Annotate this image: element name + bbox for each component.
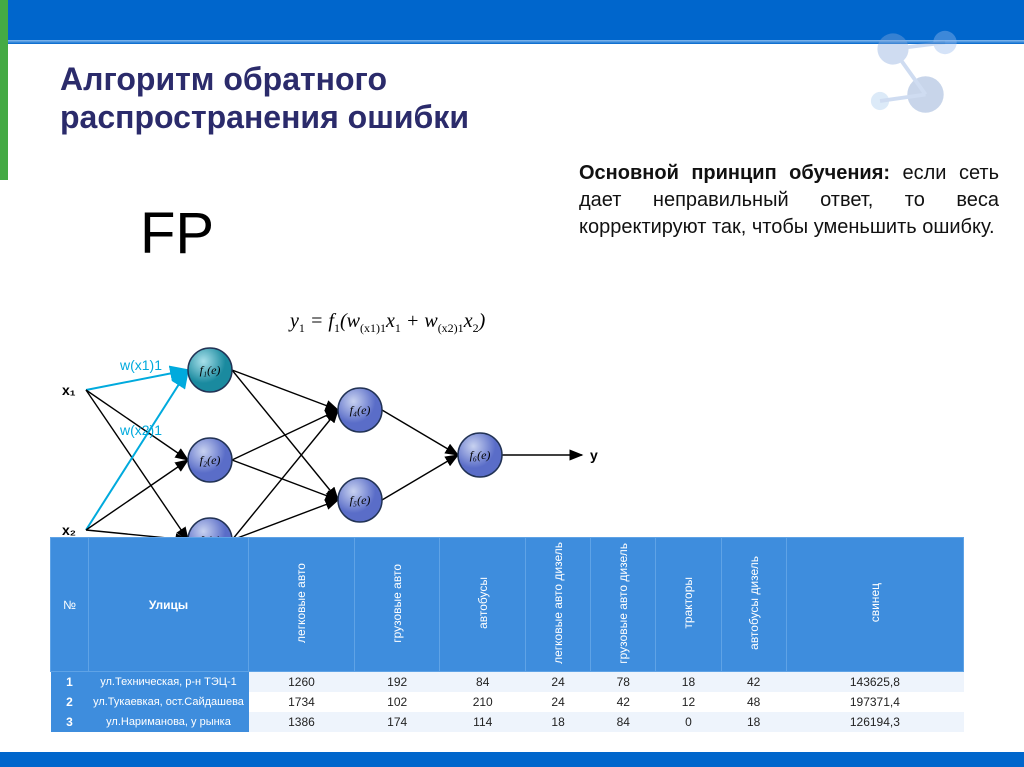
data-cell: 18 — [721, 712, 786, 732]
svg-text:f₅(e): f₅(e) — [350, 493, 371, 507]
description-paragraph: Основной принцип обучения: если сеть дае… — [579, 160, 999, 241]
svg-text:f₂(e): f₂(e) — [200, 453, 221, 467]
description-bold: Основной принцип обучения: — [579, 162, 890, 184]
table-header: легковые авто — [249, 538, 355, 672]
table-header: грузовые авто дизель — [591, 538, 656, 672]
table-header: № — [51, 538, 89, 672]
svg-text:f₁(e): f₁(e) — [200, 363, 221, 377]
fp-label: FP — [140, 200, 214, 267]
table-header: грузовые авто — [354, 538, 440, 672]
table-header: свинец — [786, 538, 963, 672]
accent-green-bar — [0, 0, 8, 180]
street-cell: ул.Тукаевкая, ост.Сайдашева — [89, 692, 249, 712]
table-header: автобусы — [440, 538, 526, 672]
data-cell: 210 — [440, 692, 526, 712]
data-cell: 18 — [656, 672, 721, 693]
svg-text:w(x1)1: w(x1)1 — [119, 357, 162, 373]
svg-text:f₆(e): f₆(e) — [470, 448, 491, 462]
data-cell: 24 — [526, 692, 591, 712]
data-cell: 48 — [721, 692, 786, 712]
svg-text:f₄(e): f₄(e) — [350, 403, 371, 417]
data-cell: 197371,4 — [786, 692, 963, 712]
table-header: Улицы — [89, 538, 249, 672]
svg-text:w(x2)1: w(x2)1 — [119, 422, 162, 438]
data-cell: 143625,8 — [786, 672, 963, 693]
table-header: автобусы дизель — [721, 538, 786, 672]
street-cell: ул.Техническая, р-н ТЭЦ-1 — [89, 672, 249, 693]
data-cell: 102 — [354, 692, 440, 712]
data-table: №Улицылегковые автогрузовые автоавтобусы… — [50, 537, 964, 732]
data-cell: 12 — [656, 692, 721, 712]
table-row: 1ул.Техническая, р-н ТЭЦ-112601928424781… — [51, 672, 964, 693]
slide-page: Алгоритм обратного распространения ошибк… — [0, 0, 1024, 767]
data-cell: 1734 — [249, 692, 355, 712]
data-cell: 84 — [591, 712, 656, 732]
data-cell: 42 — [591, 692, 656, 712]
data-cell: 174 — [354, 712, 440, 732]
data-cell: 0 — [656, 712, 721, 732]
data-cell: 192 — [354, 672, 440, 693]
data-cell: 114 — [440, 712, 526, 732]
svg-text:x₁: x₁ — [62, 382, 76, 398]
data-cell: 126194,3 — [786, 712, 963, 732]
table-header: легковые авто дизель — [526, 538, 591, 672]
table-row: 2ул.Тукаевкая, ост.Сайдашева173410221024… — [51, 692, 964, 712]
network-diagram: FP y1 = f1(w(x1)1x1 + w(x2)1x2) — [60, 200, 640, 580]
data-cell: 24 — [526, 672, 591, 693]
data-cell: 42 — [721, 672, 786, 693]
street-cell: ул.Нариманова, у рынка — [89, 712, 249, 732]
title-line1: Алгоритм обратного — [60, 61, 387, 97]
row-number: 2 — [51, 692, 89, 712]
table-row: 3ул.Нариманова, у рынка13861741141884018… — [51, 712, 964, 732]
data-cell: 1260 — [249, 672, 355, 693]
data-cell: 1386 — [249, 712, 355, 732]
data-cell: 18 — [526, 712, 591, 732]
row-number: 1 — [51, 672, 89, 693]
row-number: 3 — [51, 712, 89, 732]
svg-text:y: y — [590, 447, 598, 463]
table-header: тракторы — [656, 538, 721, 672]
data-cell: 78 — [591, 672, 656, 693]
data-cell: 84 — [440, 672, 526, 693]
data-table-region: №Улицылегковые автогрузовые автоавтобусы… — [50, 537, 964, 732]
svg-text:x₂: x₂ — [62, 522, 76, 538]
molecule-decoration — [854, 10, 984, 140]
title-line2: распространения ошибки — [60, 99, 469, 135]
